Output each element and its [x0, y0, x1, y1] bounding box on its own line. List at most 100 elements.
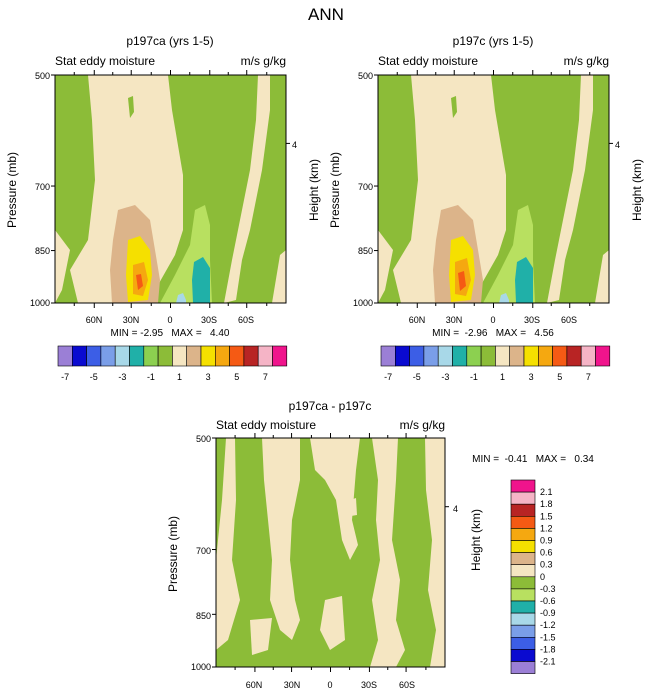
region-cream — [425, 438, 445, 667]
region-cream — [216, 438, 240, 650]
colorbar-label: 0.6 — [540, 548, 553, 558]
xtick-label: 60S — [561, 315, 577, 325]
colorbar-swatch — [510, 600, 536, 614]
colorbar-swatch — [215, 345, 230, 367]
y-axis-right-label: Height (km) — [469, 509, 483, 571]
ytick-label: 850 — [196, 611, 211, 621]
ytick-right-label: 4 — [453, 504, 458, 514]
colorbar-swatch — [510, 552, 536, 565]
colorbar-swatch — [86, 345, 102, 367]
colorbar-label: 2.1 — [540, 487, 553, 497]
xtick-label: 60N — [409, 315, 426, 325]
colorbar-swatch — [394, 345, 410, 367]
y-axis-label: Pressure (mb) — [5, 152, 19, 228]
region-cream — [70, 75, 183, 303]
colorbar-label: -0.3 — [540, 584, 556, 594]
y-axis-right-label: Height (km) — [307, 159, 321, 221]
colorbar-swatch — [510, 624, 536, 638]
panel-subtitle-right: m/s g/kg — [241, 54, 286, 68]
colorbar-label: -0.9 — [540, 608, 556, 618]
tick-marks — [374, 70, 613, 308]
region-cream — [320, 596, 345, 650]
colorbar-swatch — [72, 345, 87, 367]
colorbar-label: 3 — [206, 372, 211, 382]
region-cream — [595, 250, 609, 303]
colorbar-swatch — [423, 345, 439, 367]
region-cream — [272, 250, 286, 303]
colorbar-label: -0.6 — [540, 596, 556, 606]
region-cream — [350, 498, 357, 516]
stats-text: MIN = -0.41 MAX = 0.34 — [472, 454, 594, 465]
colorbar-label: 1 — [500, 372, 505, 382]
colorbar-swatch — [172, 345, 187, 367]
colorbar-label: -5 — [90, 372, 98, 382]
colorbar-p197ca: -7 -5 -3 -1 1 3 5 7 — [57, 345, 288, 382]
colorbar-swatch — [510, 540, 536, 553]
region-teal — [515, 257, 533, 303]
colorbar-label: -1.5 — [540, 632, 556, 642]
colorbar-label: -7 — [384, 372, 392, 382]
colorbar-swatch — [243, 345, 259, 367]
colorbar-label: -3 — [441, 372, 449, 382]
panel-difference: p197ca - p197c Stat eddy moisture m/s g/… — [166, 399, 594, 690]
colorbar-swatch — [143, 345, 159, 367]
ytick-label: 1000 — [353, 298, 373, 308]
xtick-label: 60S — [399, 680, 415, 690]
colorbar-swatch — [57, 345, 73, 367]
colorbar-swatch — [537, 345, 553, 367]
ytick-label: 850 — [35, 246, 50, 256]
colorbar-swatch — [510, 636, 536, 650]
colorbar-label: 5 — [234, 372, 239, 382]
colorbar-swatch — [595, 345, 611, 367]
colorbar-label: 7 — [263, 372, 268, 382]
colorbar-label: -1 — [147, 372, 155, 382]
panel-subtitle-left: Stat eddy moisture — [55, 54, 155, 68]
colorbar-swatch — [510, 528, 536, 541]
colorbar-swatch — [380, 345, 396, 367]
colorbar-swatch — [510, 661, 536, 674]
y-axis-label: Pressure (mb) — [166, 516, 180, 592]
colorbar-swatch — [495, 345, 510, 367]
ytick-right-label: 4 — [292, 140, 297, 150]
colorbar-label: 0 — [540, 572, 545, 582]
panel-title: p197ca - p197c — [289, 399, 372, 413]
colorbar-label: 1.5 — [540, 511, 553, 521]
colorbar-swatch — [480, 345, 496, 367]
region-cream — [55, 230, 70, 303]
ytick-label: 1000 — [191, 662, 211, 672]
tick-marks — [51, 70, 290, 308]
ytick-label: 700 — [35, 182, 50, 192]
tick-marks — [212, 433, 449, 672]
ytick-label: 500 — [196, 434, 211, 444]
figure-title: ANN — [308, 5, 344, 24]
xtick-label: 30S — [361, 680, 377, 690]
colorbar-swatch — [200, 345, 216, 367]
colorbar-swatch — [510, 503, 536, 517]
colorbar-swatch — [510, 491, 536, 505]
region-cream — [547, 75, 593, 303]
colorbar-swatch — [580, 345, 596, 367]
colorbar-label: 3 — [529, 372, 534, 382]
region-cream — [370, 438, 405, 667]
y-axis-right-label: Height (km) — [630, 159, 644, 221]
panel-title: p197ca (yrs 1-5) — [126, 34, 213, 48]
region-red — [458, 271, 466, 291]
colorbar-label: -1.2 — [540, 620, 556, 630]
xtick-label: 30N — [446, 315, 463, 325]
colorbar-label: -7 — [61, 372, 69, 382]
xtick-label: 0 — [490, 315, 495, 325]
xtick-label: 60N — [86, 315, 103, 325]
colorbar-swatch — [509, 345, 525, 367]
colorbar-label: -5 — [413, 372, 421, 382]
colorbar-swatch — [186, 345, 202, 367]
xtick-label: 0 — [167, 315, 172, 325]
colorbar-swatch — [510, 612, 536, 626]
colorbar-swatch — [452, 345, 468, 367]
ytick-label: 700 — [196, 546, 211, 556]
contour-field — [378, 75, 609, 303]
colorbar-p197c: -7 -5 -3 -1 1 3 5 7 — [380, 345, 611, 382]
colorbar-swatch — [510, 576, 536, 590]
ytick-label: 1000 — [30, 298, 50, 308]
xtick-label: 30S — [524, 315, 540, 325]
